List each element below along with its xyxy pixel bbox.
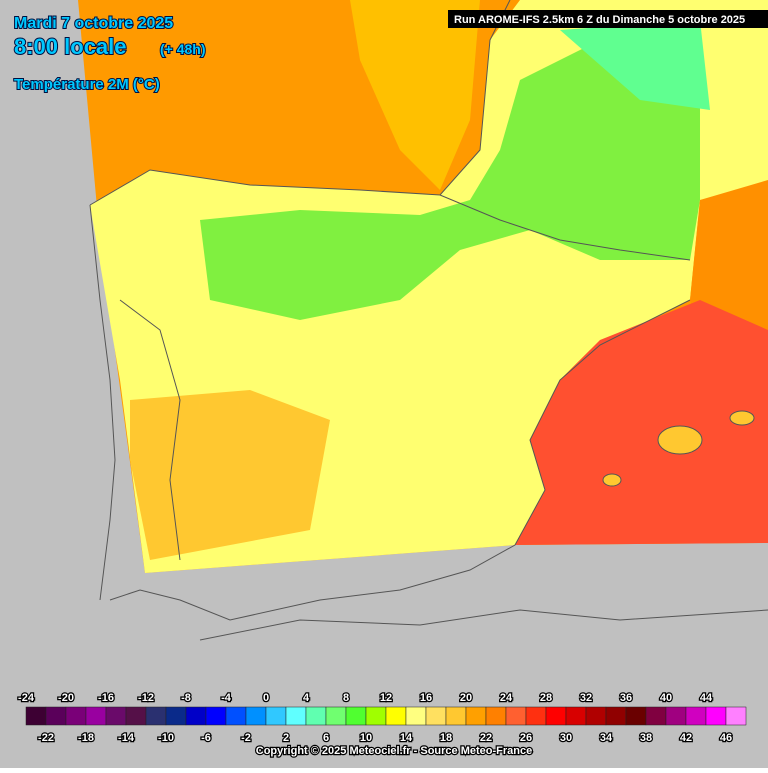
scale-label: 46 [720, 732, 732, 744]
color-box [105, 706, 127, 726]
scale-label: 38 [640, 732, 652, 744]
coastline [109, 299, 691, 621]
warm-area [130, 390, 330, 560]
scale-label: 40 [660, 692, 672, 704]
time: 8:00 locale [14, 34, 127, 59]
scale-label: 36 [620, 692, 632, 704]
color-box [85, 706, 107, 726]
scale-label: -24 [18, 692, 35, 704]
scale-label: -8 [181, 692, 191, 704]
color-box [305, 706, 327, 726]
cool-area [560, 20, 710, 110]
color-box [605, 706, 627, 726]
color-box [705, 706, 727, 726]
scale-label: 2 [283, 732, 289, 744]
color-scale: -24-22-20-18-16-14-12-10-8-6-4-202468101… [17, 691, 747, 745]
color-box [565, 706, 587, 726]
scale-label: 34 [600, 732, 613, 744]
scale-label: 4 [303, 692, 310, 704]
copyright: Copyright © 2025 Meteociel.fr - Source M… [256, 745, 532, 757]
color-box [685, 706, 707, 726]
color-box [425, 706, 447, 726]
color-box [485, 706, 507, 726]
color-box [505, 706, 527, 726]
color-box [465, 706, 487, 726]
scale-label: -6 [201, 732, 211, 744]
scale-label: -4 [221, 692, 232, 704]
scale-label: 14 [400, 732, 413, 744]
color-box [125, 706, 147, 726]
color-box [265, 706, 287, 726]
scale-label: 44 [700, 692, 713, 704]
scale-label: -10 [158, 732, 174, 744]
coastline [199, 609, 768, 641]
run-box [448, 10, 768, 28]
lead-time: (+ 48h) [160, 41, 206, 57]
color-box [625, 706, 647, 726]
scale-label: 16 [420, 692, 432, 704]
coastline [89, 0, 511, 206]
color-box [385, 706, 407, 726]
color-box [25, 706, 47, 726]
color-box [205, 706, 227, 726]
border [439, 194, 691, 261]
color-box [45, 706, 67, 726]
scale-label: 12 [380, 692, 392, 704]
scale-label: 10 [360, 732, 372, 744]
color-box [285, 706, 307, 726]
scale-label: -12 [138, 692, 154, 704]
scale-label: -22 [38, 732, 54, 744]
island [657, 425, 703, 455]
scale-label: -2 [241, 732, 251, 744]
color-box [365, 706, 387, 726]
scale-label: 0 [263, 692, 269, 704]
color-box [725, 706, 747, 726]
color-box [445, 706, 467, 726]
island [729, 410, 755, 426]
color-box [245, 706, 267, 726]
color-box [145, 706, 167, 726]
color-box [665, 706, 687, 726]
color-box [585, 706, 607, 726]
scale-label: 30 [560, 732, 572, 744]
scale-label: 42 [680, 732, 692, 744]
scale-label: 22 [480, 732, 492, 744]
color-box [325, 706, 347, 726]
island [602, 473, 622, 487]
scale-label: 18 [440, 732, 452, 744]
date: Mardi 7 octobre 2025 [14, 15, 173, 32]
coastal-sea [350, 0, 480, 190]
cool-area [200, 40, 700, 320]
scale-label: -20 [58, 692, 74, 704]
scale-label: 8 [343, 692, 349, 704]
color-box [525, 706, 547, 726]
color-box [645, 706, 667, 726]
border [119, 299, 181, 561]
scale-label: 20 [460, 692, 472, 704]
color-box [225, 706, 247, 726]
color-box [405, 706, 427, 726]
scale-label: -14 [118, 732, 135, 744]
coastline [89, 204, 116, 601]
sea [690, 180, 768, 340]
scale-label: -18 [78, 732, 94, 744]
scale-label: 26 [520, 732, 532, 744]
color-box [345, 706, 367, 726]
scale-label: 32 [580, 692, 592, 704]
color-box [545, 706, 567, 726]
scale-label: 28 [540, 692, 552, 704]
color-box [165, 706, 187, 726]
scale-label: -16 [98, 692, 114, 704]
color-box [65, 706, 87, 726]
parameter: Température 2M (°C) [14, 76, 160, 93]
color-box [185, 706, 207, 726]
mediterranean [515, 300, 768, 545]
scale-label: 6 [323, 732, 329, 744]
run-info: Run AROME-IFS 2.5km 6 Z du Dimanche 5 oc… [454, 14, 745, 26]
scale-label: 24 [500, 692, 513, 704]
